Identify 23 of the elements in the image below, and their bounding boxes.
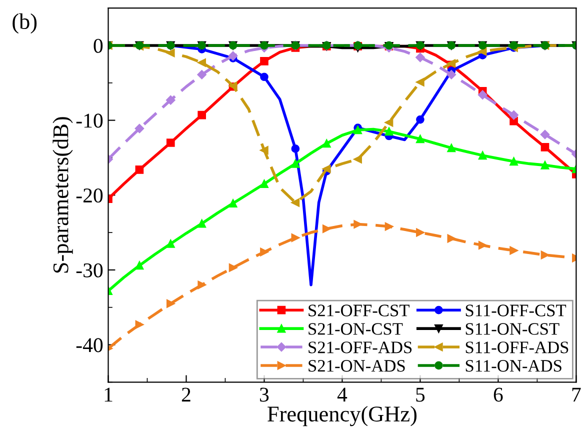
y-tick-label: 0 xyxy=(94,38,103,53)
y-tick-label: -30 xyxy=(76,263,103,278)
legend-label: S21-ON-CST xyxy=(308,323,403,335)
y-tick-label: -40 xyxy=(76,338,103,352)
x-tick-label: 6 xyxy=(494,388,503,402)
y-axis-title: S-parameters(dB) xyxy=(52,117,73,273)
legend-label: S11-OFF-CST xyxy=(466,304,566,316)
legend-label: S11-ON-ADS xyxy=(466,360,562,372)
legend-label: S21-ON-ADS xyxy=(308,360,405,372)
legend-label: S11-ON-CST xyxy=(466,323,560,335)
x-tick-label: 4 xyxy=(337,388,348,402)
text: (b) xyxy=(12,13,37,34)
legend-label: S21-OFF-ADS xyxy=(308,342,412,354)
x-tick-label: 1 xyxy=(104,388,112,402)
y-tick-label: -20 xyxy=(76,188,103,203)
y-tick-label: -10 xyxy=(76,114,103,128)
x-tick-label: 5 xyxy=(416,388,425,402)
legend-label: S11-OFF-ADS xyxy=(466,342,568,354)
legend-label: S21-OFF-CST xyxy=(308,304,410,316)
x-tick-label: 2 xyxy=(182,388,190,402)
x-tick-label: 7 xyxy=(572,388,581,402)
x-tick-label: 3 xyxy=(260,388,269,402)
x-axis-title: Frequency(GHz) xyxy=(268,406,417,426)
